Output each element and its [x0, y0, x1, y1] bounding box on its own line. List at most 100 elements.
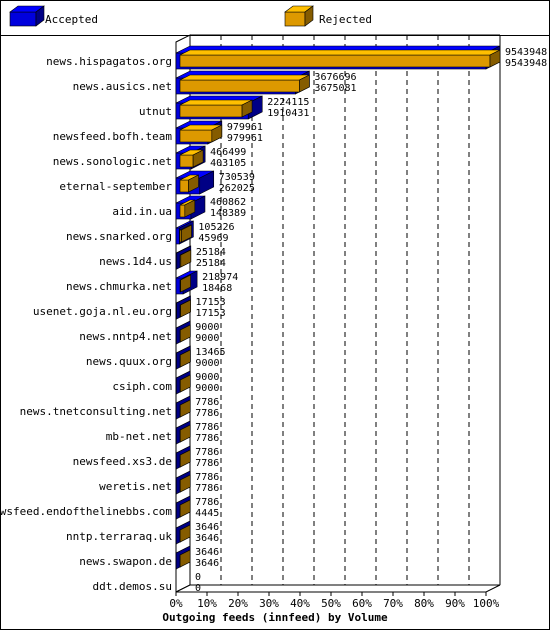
- rejected-bar-side: [188, 174, 199, 193]
- bars: [175, 45, 501, 570]
- category-label: news.1d4.us: [99, 255, 172, 268]
- category-label: weretis.net: [99, 480, 172, 493]
- rejected-value-label: 25184: [196, 258, 226, 269]
- bar-row: [175, 445, 191, 470]
- bar-row: [175, 245, 192, 270]
- category-label: news.quux.org: [86, 355, 172, 368]
- accepted-value-label: 9000: [195, 322, 219, 333]
- x-tick-label: 30%: [259, 597, 279, 610]
- category-label: news.hispagatos.org: [46, 55, 172, 68]
- category-label: ddt.demos.su: [93, 580, 172, 593]
- grid-lines: [220, 35, 501, 585]
- accepted-value-label: 7786: [195, 447, 219, 458]
- rejected-bar: [179, 449, 191, 468]
- x-tick-label: 0%: [169, 597, 183, 610]
- legend-accepted-cube-side: [35, 5, 45, 27]
- rejected-bar: [179, 249, 192, 268]
- rejected-bar: [179, 424, 191, 443]
- category-label: nntp.terraraq.uk: [66, 530, 172, 543]
- legend-accepted-label: Accepted: [45, 13, 98, 26]
- x-tick-label: 20%: [228, 597, 248, 610]
- rejected-bar-side: [179, 424, 191, 443]
- accepted-value-label: 466499: [210, 147, 246, 158]
- bar-row: [175, 70, 310, 95]
- category-label: news.sonologic.net: [53, 155, 172, 168]
- rejected-value-label: 17153: [196, 308, 226, 319]
- bar-row: [175, 95, 263, 120]
- rejected-bar: [179, 399, 191, 418]
- bar-row: [175, 145, 206, 170]
- accepted-bar-front: [175, 227, 180, 245]
- rejected-value-label: 262025: [219, 183, 255, 194]
- x-tick-label: 90%: [445, 597, 465, 610]
- x-tick-label: 100%: [473, 597, 500, 610]
- category-label: newsfeed.bofh.team: [53, 130, 173, 143]
- rejected-value-label: 7786: [195, 433, 219, 444]
- legend-rejected-cube-side: [304, 5, 314, 27]
- rejected-bar: [179, 299, 191, 318]
- x-tick-label: 40%: [290, 597, 310, 610]
- rejected-value-label: 3646: [195, 533, 219, 544]
- rejected-value-label: 7786: [195, 408, 219, 419]
- category-labels: news.hispagatos.org news.ausics.net utnut n…: [0, 55, 172, 593]
- rejected-bar: [179, 149, 204, 168]
- bar-row: [175, 545, 191, 570]
- rejected-bar: [179, 324, 191, 343]
- category-label: news.snarked.org: [66, 230, 172, 243]
- category-label: mb-net.net: [106, 430, 172, 443]
- bar-row: [175, 470, 191, 495]
- rejected-bar: [179, 124, 223, 143]
- legend-rejected-cube: [284, 5, 314, 27]
- accepted-value-label: 7786: [195, 497, 219, 508]
- rejected-value-label: 148389: [210, 208, 246, 219]
- rejected-bar-front: [179, 179, 189, 193]
- rejected-value-label: 9543948: [505, 58, 547, 69]
- category-label: news.ausics.net: [73, 80, 172, 93]
- category-label: aid.in.ua: [112, 205, 172, 218]
- category-label: news.nntp4.net: [79, 330, 172, 343]
- category-label: newsfeed.xs3.de: [73, 455, 172, 468]
- bar-row: [175, 45, 501, 70]
- rejected-value-label: 3675081: [314, 83, 356, 94]
- accepted-value-label: 9000: [195, 372, 219, 383]
- accepted-value-label: 3646: [195, 547, 219, 558]
- rejected-bar-top: [179, 49, 501, 56]
- rejected-value-label: 4445: [195, 508, 219, 519]
- rejected-bar: [179, 274, 191, 293]
- rejected-bar: [179, 174, 199, 193]
- rejected-bar-side: [489, 49, 501, 68]
- accepted-value-label: 0: [195, 572, 201, 583]
- legend-accepted-swatch: [9, 5, 45, 27]
- accepted-value-label: 3646: [195, 522, 219, 533]
- rejected-bar: [179, 199, 196, 218]
- legend-accepted-cube-front: [9, 11, 37, 27]
- bar-row: [175, 520, 191, 545]
- x-tick-label: 60%: [352, 597, 372, 610]
- legend-rejected-cube-front: [284, 11, 306, 27]
- rejected-bar-side: [211, 124, 223, 143]
- rejected-bar-side: [180, 249, 192, 268]
- rejected-value-label: 9000: [195, 358, 219, 369]
- legend-accepted-cube: [9, 5, 45, 27]
- accepted-bar-side: [199, 170, 215, 195]
- rejected-bar: [179, 524, 191, 543]
- bar-row: [175, 120, 223, 145]
- bar-row: [175, 195, 206, 220]
- rejected-bar-front: [179, 129, 213, 143]
- x-tick-label: 80%: [414, 597, 434, 610]
- bar-row: [175, 395, 191, 420]
- rejected-bar-side: [184, 199, 196, 218]
- rejected-value-label: 979961: [227, 133, 263, 144]
- floor: [175, 584, 501, 593]
- rejected-bar-side: [179, 474, 191, 493]
- legend: Accepted Rejected: [9, 5, 372, 27]
- rejected-bar-side: [299, 74, 310, 93]
- rejected-bar: [179, 499, 191, 518]
- rejected-bar: [179, 99, 253, 118]
- rejected-bar: [179, 349, 191, 368]
- bar-row: [175, 170, 215, 195]
- rejected-value-label: 7786: [195, 458, 219, 469]
- rejected-value-label: 18468: [202, 283, 232, 294]
